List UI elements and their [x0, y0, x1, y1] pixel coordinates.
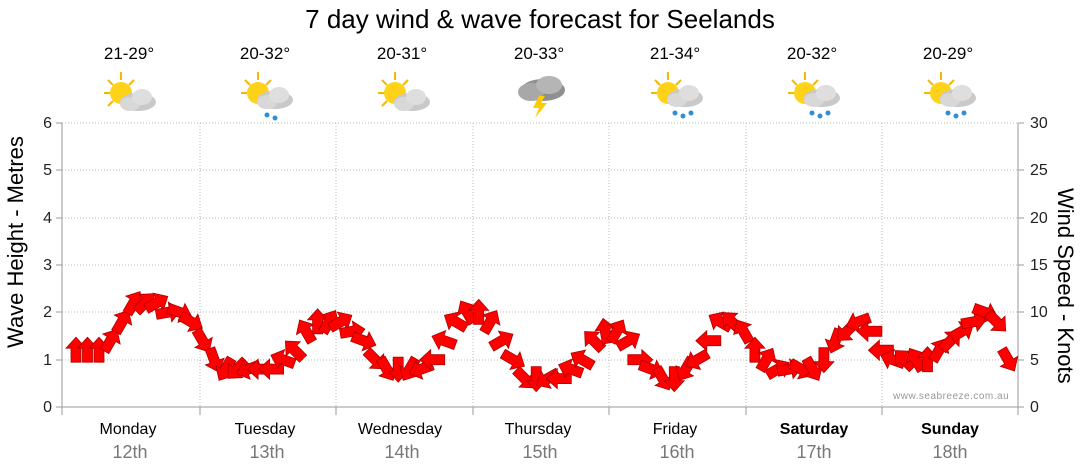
date-label: 18th	[932, 442, 968, 462]
partly-cloudy-rain-icon	[924, 72, 976, 119]
wind-arrow	[327, 311, 353, 333]
y2-tick: 5	[1030, 352, 1039, 369]
y2-tick: 30	[1030, 115, 1048, 132]
wind-arrow	[443, 311, 470, 333]
wind-arrow	[65, 336, 87, 363]
temp-friday: 21-34°	[649, 44, 701, 63]
chart-title: 7 day wind & wave forecast for Seelands	[305, 4, 775, 34]
wind-arrow	[284, 340, 308, 363]
temp-wednesday: 20-31°	[376, 44, 428, 63]
y2-tick: 0	[1030, 399, 1039, 416]
wind-arrow	[685, 348, 711, 370]
temp-tuesday: 20-32°	[239, 44, 291, 63]
day-label: Thursday	[504, 421, 572, 438]
wind-arrow	[733, 319, 755, 345]
y-tick: 2	[43, 304, 52, 321]
wind-arrow	[801, 355, 823, 381]
y-tick: 4	[43, 210, 52, 227]
y-tick: 1	[43, 352, 52, 369]
partly-cloudy-rain-icon	[241, 72, 293, 121]
wind-arrow	[499, 348, 525, 370]
date-label: 17th	[796, 442, 832, 462]
date-label: 15th	[522, 442, 558, 462]
day-label: Wednesday	[357, 421, 443, 438]
wind-arrow	[143, 292, 169, 314]
partly-cloudy-icon	[104, 72, 156, 111]
day-label: Friday	[652, 421, 698, 438]
wind-arrow	[204, 346, 225, 373]
wind-arrow	[295, 319, 317, 345]
day-label: Sunday	[921, 421, 979, 438]
wind-arrow	[695, 329, 722, 352]
wind-arrow	[467, 298, 490, 325]
day-label: Monday	[99, 421, 157, 438]
y2-tick: 20	[1030, 210, 1048, 227]
y-tick: 0	[43, 399, 52, 416]
wind-arrow	[856, 320, 883, 343]
thunderstorm-icon	[518, 76, 565, 118]
day-label: Saturday	[779, 421, 849, 438]
day-label: Tuesday	[234, 421, 296, 438]
wind-arrow	[488, 330, 514, 352]
wind-arrow	[960, 310, 987, 333]
date-label: 13th	[249, 442, 285, 462]
y-axis-label: Wave Height - Metres	[3, 136, 28, 348]
axes	[56, 122, 1024, 415]
temp-saturday: 20-32°	[786, 44, 838, 63]
temp-sunday: 20-29°	[922, 44, 974, 63]
wind-arrow	[558, 358, 585, 379]
grid-lines	[62, 122, 1018, 407]
wind-arrow	[983, 309, 1007, 332]
y-tick: 5	[43, 162, 52, 179]
date-label: 12th	[112, 442, 148, 462]
wind-arrow	[570, 349, 596, 371]
date-label: 16th	[659, 442, 695, 462]
date-label: 14th	[384, 442, 420, 462]
partly-cloudy-rain-icon	[651, 72, 703, 119]
wind-arrow	[111, 310, 133, 336]
wind-arrow	[191, 327, 213, 353]
y2-tick: 10	[1030, 304, 1048, 321]
wind-arrow	[270, 348, 297, 370]
temp-thursday: 20-33°	[513, 44, 565, 63]
wind-arrow	[845, 312, 872, 333]
wind-arrow	[177, 310, 203, 333]
wind-arrow	[419, 348, 446, 371]
wind-arrow	[743, 336, 766, 363]
watermark: www.seabreeze.com.au	[893, 391, 1010, 402]
y-tick: 3	[43, 257, 52, 274]
y-tick: 6	[43, 115, 52, 132]
temp-monday: 21-29°	[103, 44, 155, 63]
wind-arrow	[614, 330, 641, 352]
y2-tick: 15	[1030, 257, 1048, 274]
wind-arrow	[479, 310, 501, 336]
wind-arrow	[350, 331, 377, 352]
wind-arrow	[812, 347, 835, 374]
y2-tick: 25	[1030, 162, 1048, 179]
partly-cloudy-icon	[378, 72, 430, 111]
wind-arrow	[431, 329, 458, 351]
partly-cloudy-rain-icon	[788, 72, 840, 119]
wind-arrow	[99, 328, 121, 355]
wind-arrow	[76, 336, 99, 363]
wind-arrow	[997, 346, 1019, 372]
